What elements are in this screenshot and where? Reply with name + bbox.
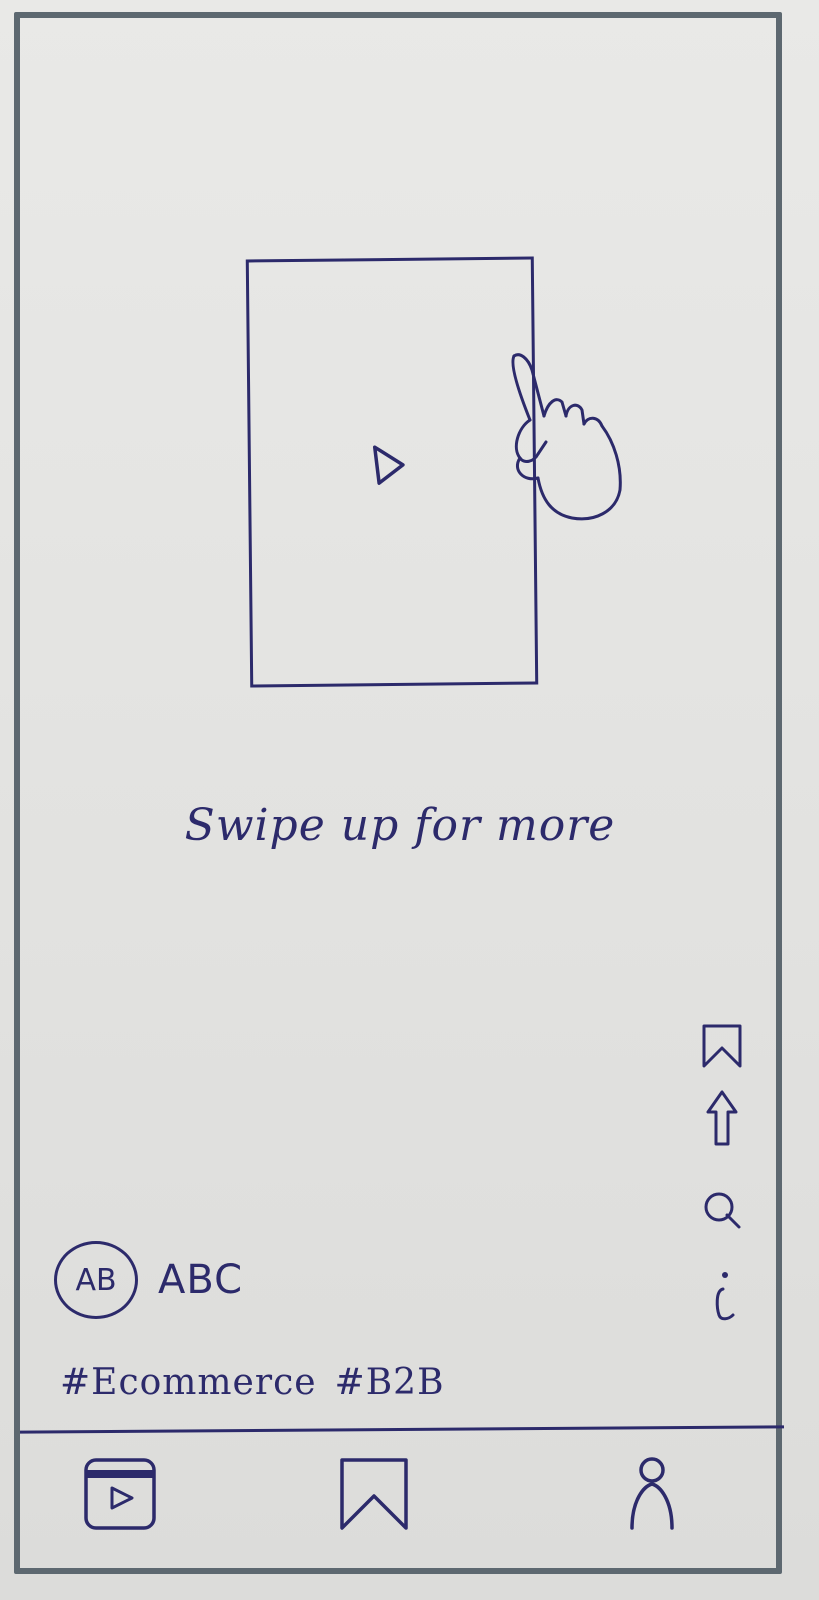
hashtag-ecommerce[interactable]: #Ecommerce <box>60 1362 317 1403</box>
author-row[interactable]: AB ABC <box>54 1240 243 1320</box>
hashtag-b2b[interactable]: #B2B <box>334 1362 445 1403</box>
video-preview[interactable] <box>245 256 539 688</box>
save-button[interactable] <box>696 1020 748 1072</box>
info-icon <box>715 1272 735 1321</box>
action-rail <box>696 1020 748 1340</box>
phone-frame <box>14 12 782 1574</box>
nav-profile[interactable] <box>604 1446 700 1542</box>
share-arrow-icon <box>706 1090 738 1146</box>
hashtag-list: #Ecommerce #B2B <box>60 1362 445 1403</box>
search-icon <box>704 1192 741 1229</box>
bookmark-icon <box>702 1024 742 1068</box>
nav-videos[interactable] <box>72 1446 168 1542</box>
avatar[interactable]: AB <box>54 1241 138 1319</box>
info-button[interactable] <box>696 1270 748 1322</box>
hand-swipe-icon <box>511 353 622 521</box>
swipe-up-hint: Swipe up for more <box>184 800 616 851</box>
video-player-icon <box>84 1458 156 1530</box>
share-button[interactable] <box>696 1090 748 1146</box>
bottom-nav <box>20 1432 776 1562</box>
user-icon <box>630 1457 674 1530</box>
bookmark-icon <box>340 1458 408 1530</box>
author-name[interactable]: ABC <box>158 1257 244 1303</box>
play-icon[interactable] <box>369 443 409 487</box>
search-button[interactable] <box>696 1184 748 1236</box>
nav-saved[interactable] <box>326 1446 422 1542</box>
